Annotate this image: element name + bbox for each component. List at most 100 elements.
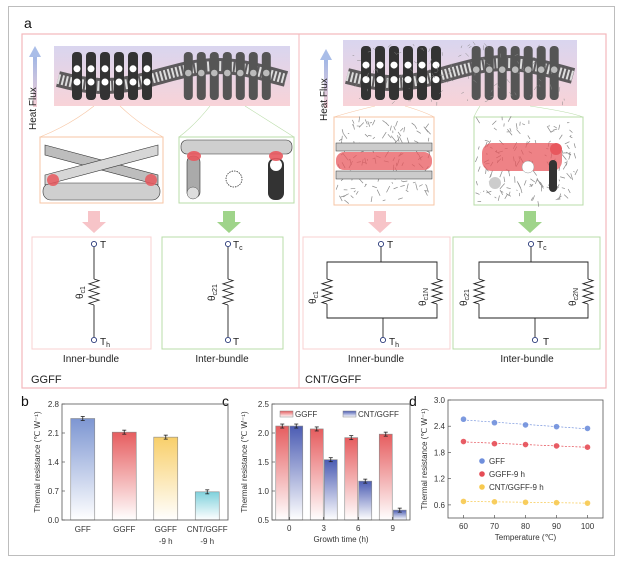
fiber-end: [74, 65, 81, 72]
cnt-ggff-inter-bundle-detail: [474, 116, 583, 206]
fiber-end: [473, 66, 480, 73]
arrow-up-icon: [320, 49, 332, 60]
cnt-ggff-structure-illustration: [343, 40, 577, 106]
data-point: [461, 439, 467, 445]
fiber-end: [391, 76, 398, 83]
terminal-node-icon: [532, 337, 537, 342]
fiber-end: [489, 177, 501, 189]
terminal-node-icon: [380, 337, 385, 342]
terminal-node-icon: [91, 337, 96, 342]
bar: [71, 419, 95, 521]
fiber-end: [130, 65, 137, 72]
fiber-end: [185, 70, 192, 77]
fiber-column: [403, 46, 413, 100]
node-label: T: [233, 337, 239, 348]
fiber-end: [224, 70, 231, 77]
node-label: Th: [389, 337, 399, 349]
fiber-end: [512, 66, 519, 73]
fiber-end: [74, 79, 81, 86]
arrow-up-icon: [29, 46, 41, 57]
bar: [154, 437, 178, 520]
fiber-end: [102, 79, 109, 86]
y-tick-label: 2.5: [258, 400, 270, 409]
bar-cnt-ggff: [359, 481, 372, 520]
graphene-sheet: [336, 143, 432, 151]
fiber-end: [499, 66, 506, 73]
legend-label: GGFF: [295, 410, 317, 419]
arrow-down-icon: [217, 211, 241, 233]
fiber-end: [363, 76, 370, 83]
heat-flux-label: Heat Flux: [28, 87, 39, 130]
heat-flux-label: Heat Flux: [319, 78, 330, 121]
legend-label: GFF: [489, 457, 505, 466]
y-tick-label: 0.5: [258, 516, 270, 525]
bar-cnt-ggff: [324, 460, 337, 520]
fiber-end: [250, 70, 257, 77]
fiber-end: [551, 66, 558, 73]
contact-point: [47, 174, 59, 186]
bar-ggff: [310, 429, 323, 520]
data-point: [554, 500, 560, 506]
thermal-circuits: [89, 241, 593, 342]
legend-label: CNT/GGFF-9 h: [489, 483, 544, 492]
fiber-column: [100, 52, 110, 100]
x-axis-label: Temperature (℃): [495, 533, 557, 542]
node-label: Tc: [537, 240, 547, 252]
fiber-end: [237, 70, 244, 77]
fiber-end: [102, 65, 109, 72]
ggff-title: GGFF: [31, 374, 62, 386]
y-axis-label: Thermal resistance (℃ W⁻¹): [240, 411, 249, 513]
legend-marker: [479, 471, 485, 477]
terminal-node-icon: [528, 241, 533, 246]
fiber-column: [86, 52, 96, 100]
contact-point: [269, 151, 283, 161]
y-tick-label: 1.2: [434, 475, 446, 484]
fiber-end: [433, 62, 440, 69]
terminal-node-icon: [225, 241, 230, 246]
fiber-end: [405, 62, 412, 69]
y-tick-label: 0.6: [434, 501, 446, 510]
resistor-icon: [583, 279, 593, 304]
bar-ggff: [379, 434, 392, 520]
graphene-sheet: [336, 171, 432, 179]
fiber-end: [525, 66, 532, 73]
fiber-end: [419, 62, 426, 69]
fiber-column: [72, 52, 82, 100]
x-tick-label: -9 h: [159, 537, 173, 546]
fiber-end: [116, 65, 123, 72]
resistor-icon: [322, 279, 332, 304]
fiber-column: [550, 46, 559, 100]
x-tick-label: 3: [322, 524, 327, 533]
fiber-end: [433, 76, 440, 83]
y-tick-label: 1.8: [434, 448, 446, 457]
legend-label: GGFF-9 h: [489, 470, 525, 479]
heat-flux-left: Heat Flux: [28, 46, 41, 130]
fiber-end: [377, 76, 384, 83]
y-tick-label: 2.8: [48, 400, 60, 409]
y-axis-label: Thermal resistance (℃ W⁻¹): [33, 411, 42, 513]
x-tick-label: 70: [490, 522, 499, 531]
fiber-column: [472, 46, 481, 100]
data-point: [554, 424, 560, 430]
data-point: [585, 500, 591, 506]
chart-c: 0.51.01.52.02.5Thermal resistance (℃ W⁻¹…: [240, 400, 410, 544]
fiber-column: [375, 46, 385, 100]
fiber-column: [142, 52, 152, 100]
ggff-inner-bundle-detail: [40, 137, 163, 203]
y-tick-label: 1.0: [258, 487, 270, 496]
arrow-down-icon: [518, 211, 542, 233]
fiber-end: [144, 65, 151, 72]
fiber-column: [417, 46, 427, 100]
y-tick-label: 0.7: [48, 487, 60, 496]
fiber-end: [538, 66, 545, 73]
terminal-node-icon: [225, 337, 230, 342]
y-tick-label: 3.0: [434, 396, 446, 405]
fiber-end: [88, 79, 95, 86]
cnt-ggff-inner-bundle-detail: [334, 116, 434, 205]
bar-ggff: [276, 426, 289, 520]
resistance-label: θc1N: [418, 288, 430, 306]
data-point: [492, 441, 498, 447]
x-tick-label: 6: [356, 524, 361, 533]
legend-swatch: [343, 411, 356, 417]
y-tick-label: 1.5: [258, 458, 270, 467]
